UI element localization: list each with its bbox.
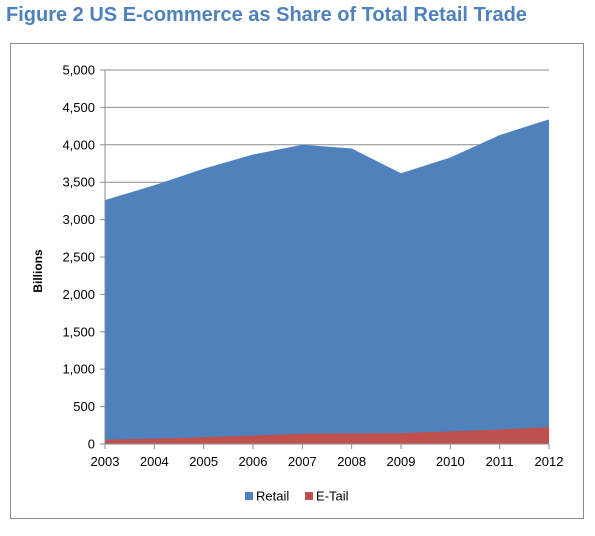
legend-label: E-Tail [316,489,349,504]
y-tick-label: 500 [73,399,95,414]
y-axis-label: Billions [31,249,45,293]
y-tick-label: 1,000 [62,362,95,377]
x-tick-label: 2010 [436,454,465,469]
x-tick-label: 2008 [337,454,366,469]
y-tick-label: 0 [88,437,95,452]
y-tick-label: 1,500 [62,324,95,339]
x-tick-label: 2007 [288,454,317,469]
x-tick-label: 2003 [91,454,120,469]
area-e-tail [105,427,549,444]
x-tick-label: 2011 [486,454,514,469]
y-tick-label: 4,500 [62,100,95,115]
y-tick-label: 5,000 [62,63,95,78]
legend-label: Retail [256,489,289,504]
y-tick-label: 2,000 [62,287,95,302]
figure-title: Figure 2 US E-commerce as Share of Total… [6,4,527,26]
y-tick-label: 3,000 [62,212,95,227]
y-tick-label: 2,500 [62,250,95,265]
y-tick-labels: 0 500 1,000 1,500 2,000 2,500 3,000 3,500 4,000 4… [62,63,95,452]
x-tick-labels: 2003 2004 2005 2006 2007 2008 2009 2010 2011 2012 [91,444,564,469]
y-tick-label: 3,500 [62,175,95,190]
y-tick-label: 4,000 [62,137,95,152]
x-tick-label: 2009 [387,454,416,469]
legend-item-e-tail: E-Tail [305,489,349,504]
x-tick-label: 2004 [140,454,169,469]
x-tick-label: 2006 [239,454,268,469]
legend-swatch [305,492,313,500]
axes [104,70,549,445]
legend-swatch [245,492,253,500]
x-tick-label: 2005 [189,454,218,469]
x-tick-label: 2012 [535,454,564,469]
area-retail [105,119,549,445]
legend-item-retail: Retail [245,489,289,504]
legend: Retail E-Tail [245,489,349,504]
series-areas [105,119,549,445]
